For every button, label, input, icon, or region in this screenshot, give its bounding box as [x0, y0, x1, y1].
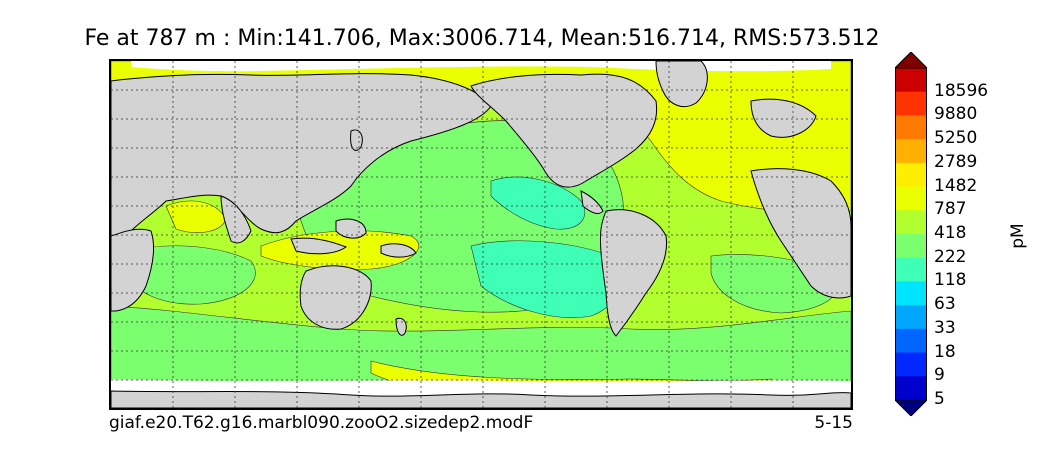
- colorbar-tick-label: 18: [934, 341, 956, 362]
- colorbar-segment: [895, 305, 927, 330]
- colorbar-extend-bottom: [895, 399, 927, 416]
- land-new-zealand: [395, 317, 407, 336]
- colorbar-segment: [895, 210, 927, 235]
- land-borneo: [335, 218, 367, 239]
- colorbar-segment: [895, 139, 927, 164]
- colorbar-segment: [895, 162, 927, 188]
- indian-green: [125, 245, 256, 305]
- colorbar-tick-label: 5: [934, 389, 945, 409]
- colorbar-tick-label: 2789: [934, 151, 978, 172]
- land-south-america: [599, 209, 668, 337]
- colorbar-tick-label: 9880: [934, 104, 978, 125]
- colorbar: [895, 52, 927, 416]
- case-name-label: giaf.e20.T62.g16.marbl090.zooO2.sizedep2…: [109, 413, 534, 433]
- colorbar-segment: [895, 115, 927, 140]
- colorbar-segment: [895, 68, 927, 93]
- map-panel: [109, 59, 853, 410]
- colorbar-segment: [895, 352, 927, 377]
- land-australia: [299, 265, 372, 330]
- land-africa-east: [750, 168, 851, 299]
- land-north-america: [470, 73, 658, 188]
- colorbar-tick-label: 63: [934, 294, 956, 315]
- colorbar-tick-label: 222: [934, 246, 967, 267]
- land-eurasia: [111, 73, 492, 237]
- land-india: [220, 195, 252, 244]
- pacific-cyan-north: [490, 176, 586, 230]
- years-label: 5-15: [814, 413, 853, 433]
- land-antarctica: [111, 390, 851, 408]
- land-japan: [350, 129, 363, 151]
- graticule: [111, 61, 851, 408]
- colorbar-segment: [895, 281, 927, 306]
- land-png: [380, 243, 417, 258]
- colorbar-segment: [895, 234, 927, 259]
- colorbar-frame: [895, 67, 927, 401]
- colorbar-tick-label: 418: [934, 223, 967, 243]
- colorbar-tick-label: 9: [934, 365, 945, 386]
- colorbar-tick-label: 118: [934, 270, 967, 291]
- colorbar-segment: [895, 186, 927, 211]
- land: [111, 61, 851, 408]
- colorbar-segment: [895, 376, 927, 401]
- ocean-map: [111, 61, 851, 408]
- land-central-america: [580, 190, 604, 214]
- colorbar-tick-label: 18596: [934, 80, 989, 101]
- colorbar-tick-label: 787: [934, 199, 967, 220]
- map-title: Fe at 787 m : Min:141.706, Max:3006.714,…: [84, 26, 880, 51]
- colorbar-segment: [895, 257, 927, 282]
- land-europe: [750, 98, 817, 138]
- colorbar-tick-label: 5250: [934, 128, 978, 149]
- colorbar-unit-label: pM: [1008, 223, 1028, 249]
- land-indonesia: [290, 237, 348, 255]
- colorbar-segment: [895, 91, 927, 116]
- colorbar-tick-label: 1482: [934, 175, 978, 196]
- colorbar-segment: [895, 328, 927, 354]
- colorbar-extend-top: [895, 52, 927, 69]
- colorbar-tick-label: 33: [934, 317, 956, 338]
